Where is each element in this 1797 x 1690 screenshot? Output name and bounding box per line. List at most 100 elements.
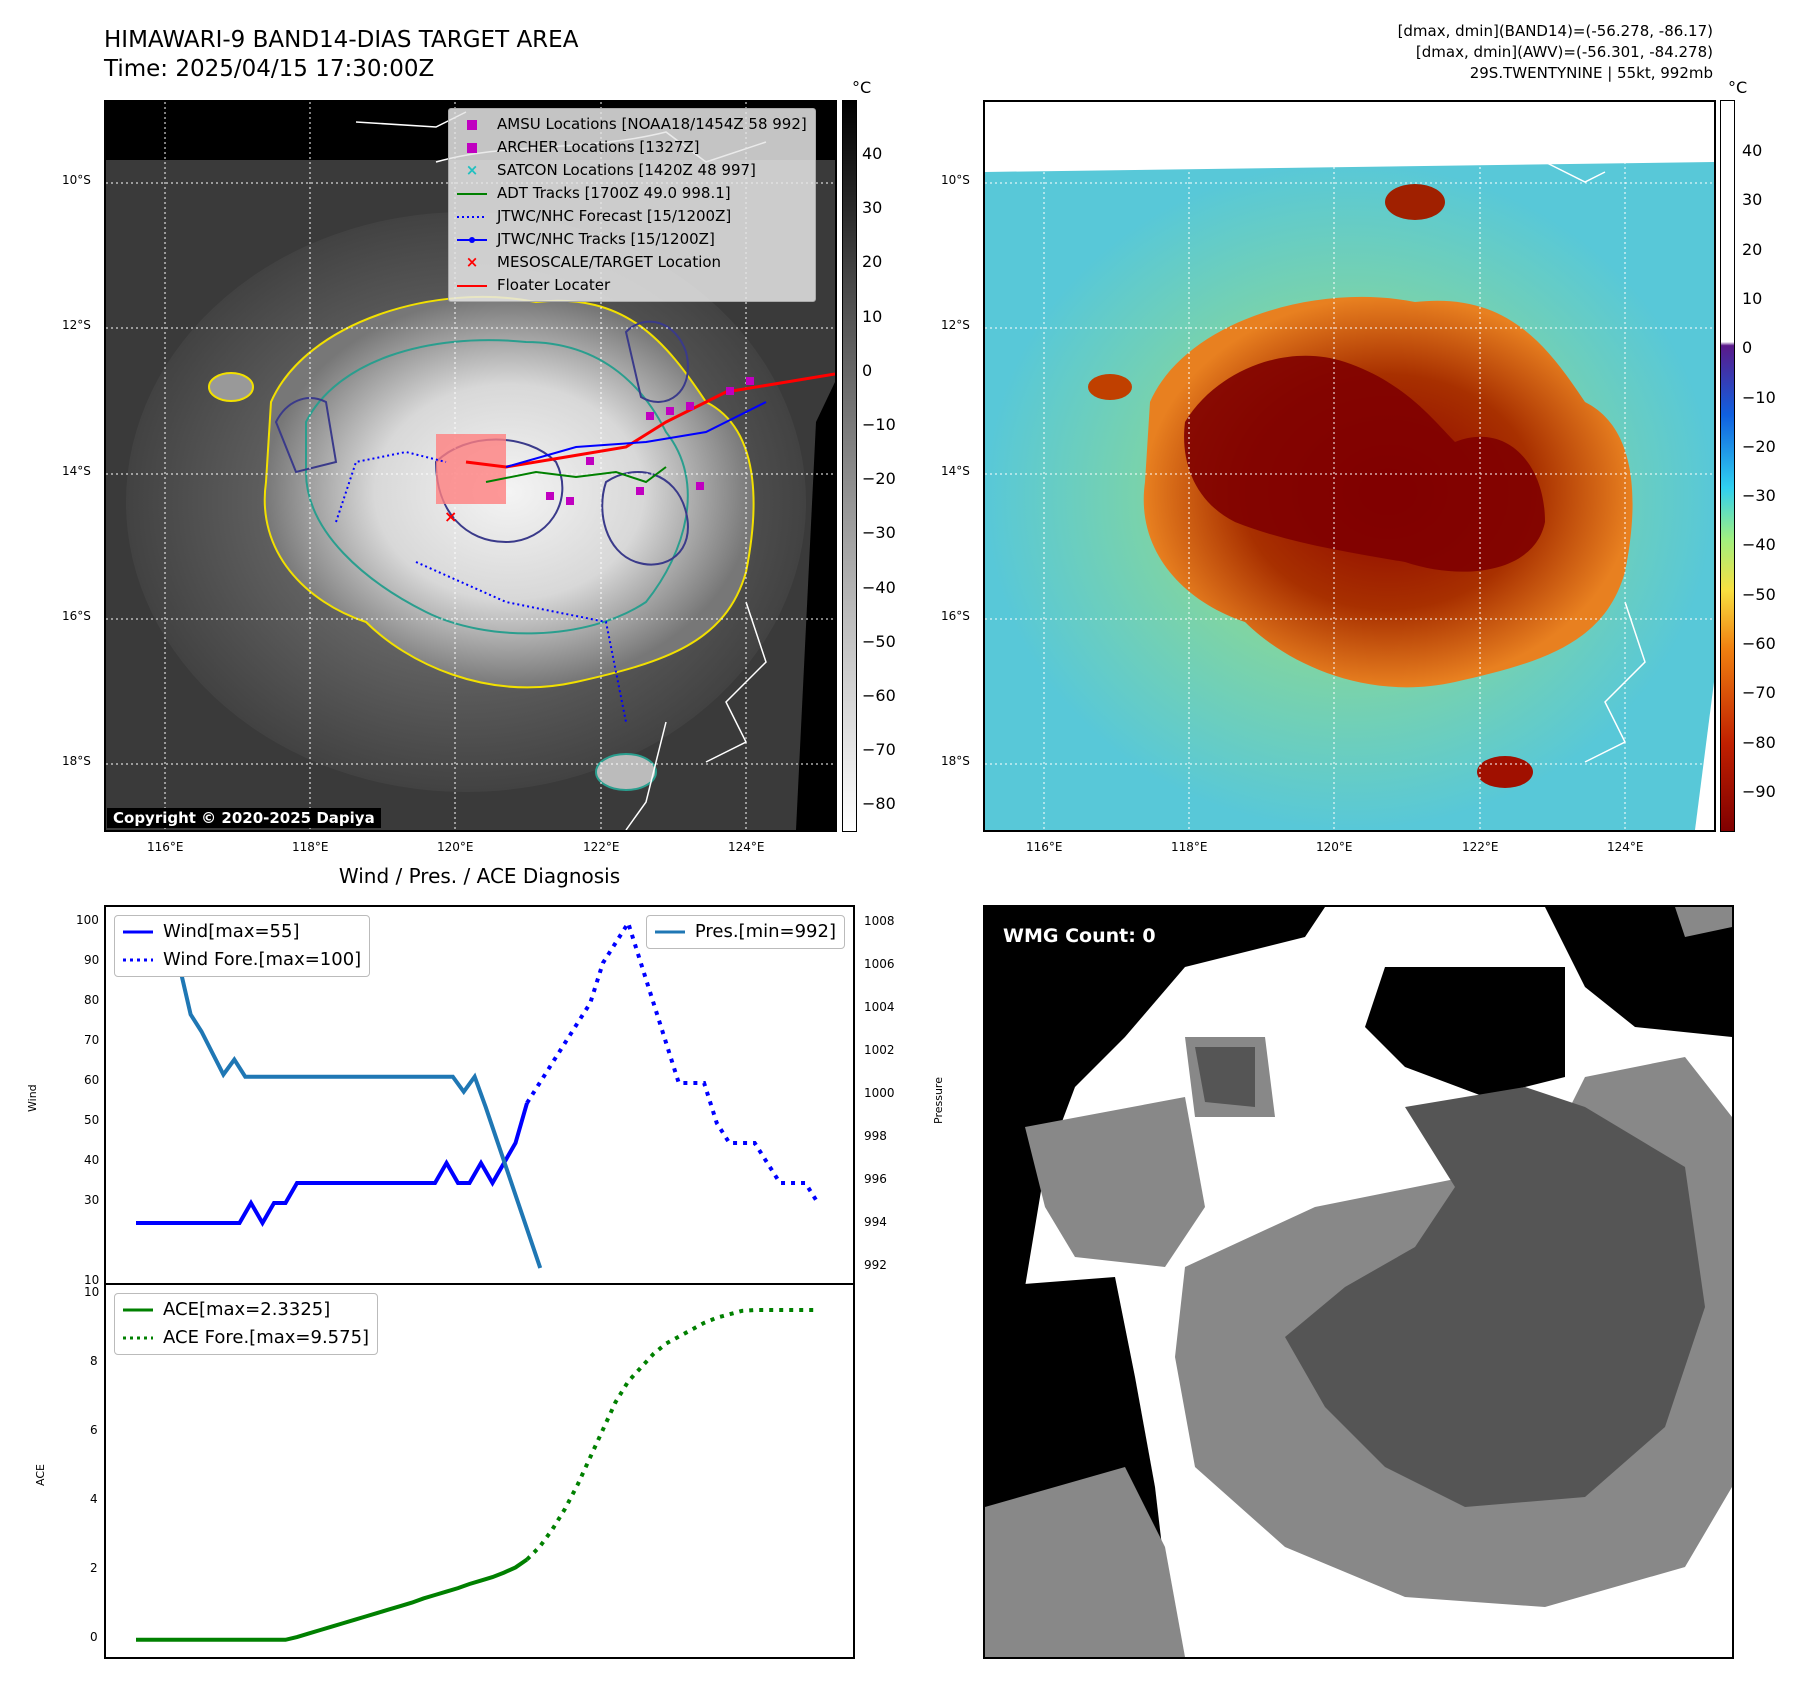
pressure-ytick: 994 — [864, 1214, 887, 1229]
ace-plot — [136, 1307, 818, 1642]
wind-ytick: 70 — [84, 1033, 100, 1047]
legend-label: ACE[max=2.3325] — [163, 1299, 331, 1320]
lon-label: 124°E — [1607, 840, 1644, 854]
lon-label: 122°E — [583, 840, 620, 854]
colorbar-tick-label: −80 — [862, 794, 896, 814]
colorbar-left — [842, 100, 857, 832]
legend-label: MESOSCALE/TARGET Location — [497, 253, 722, 271]
lat-label: 16°S — [62, 609, 91, 623]
legend-entry-adt: ADT Tracks [1700Z 49.0 998.1] — [457, 182, 807, 205]
ir-enhanced-image — [985, 102, 1714, 830]
legend-label: ARCHER Locations [1327Z] — [497, 138, 700, 156]
colorbar-left-unit: °C — [852, 78, 872, 97]
ace-forecast-line — [525, 1307, 818, 1561]
wind-series-line — [136, 1102, 529, 1228]
copyright-label: Copyright © 2020-2025 Dapiya — [107, 808, 381, 828]
pressure-ytick: 1000 — [864, 1086, 895, 1101]
colorbar-tick-label: −70 — [1742, 683, 1776, 703]
lon-label: 116°E — [147, 840, 184, 854]
colorbar-tick-label: −60 — [862, 686, 896, 705]
legend-entry-wind-fore: Wind Fore.[max=100] — [123, 946, 361, 974]
dotted-line-icon — [123, 958, 153, 962]
x-marker-icon: × — [465, 253, 479, 271]
ir-grayscale-image: × — [106, 102, 835, 830]
pressure-ytick: 1006 — [864, 957, 895, 972]
diagnosis-title: Wind / Pres. / ACE Diagnosis — [338, 864, 621, 888]
legend-label: ADT Tracks [1700Z 49.0 998.1] — [497, 184, 731, 202]
square-marker-icon — [457, 119, 487, 130]
lon-label: 124°E — [728, 840, 765, 854]
legend-entry-tracks: JTWC/NHC Tracks [15/1200Z] — [457, 228, 807, 251]
pressure-legend: Pres.[min=992] — [645, 915, 845, 949]
colorbar-tick-label: −50 — [862, 631, 896, 651]
wind-ytick: 50 — [84, 1113, 100, 1127]
ace-ytick: 8 — [90, 1354, 98, 1369]
legend-entry-archer: ARCHER Locations [1327Z] — [457, 136, 807, 159]
line-dot-marker-icon — [457, 236, 487, 244]
legend-entry-ace: ACE[max=2.3325] — [123, 1296, 369, 1324]
lon-label: 118°E — [1171, 840, 1208, 854]
colorbar-tick-label: −50 — [1742, 584, 1776, 604]
wind-ytick: 100 — [76, 913, 99, 927]
colorbar-tick-label: −40 — [1742, 535, 1776, 555]
ace-ytick: 4 — [90, 1492, 98, 1506]
pressure-ytick: 1002 — [864, 1043, 895, 1058]
line-marker-icon — [457, 192, 487, 196]
target-area-box — [436, 434, 506, 504]
pressure-ytick: 992 — [864, 1257, 887, 1272]
wind-legend: Wind[max=55] Wind Fore.[max=100] — [114, 915, 371, 977]
legend-entry-floater: Floater Locater — [457, 274, 807, 297]
ace-ytick: 0 — [90, 1629, 98, 1644]
ace-ytick: 10 — [84, 1285, 100, 1300]
wmg-image — [985, 907, 1732, 1657]
legend-entry-satcon: × SATCON Locations [1420Z 48 997] — [457, 159, 807, 182]
dotted-line-icon — [457, 215, 487, 219]
line-marker-icon — [123, 1308, 153, 1312]
svg-text:×: × — [444, 507, 457, 526]
legend-entry-forecast: JTWC/NHC Forecast [15/1200Z] — [457, 205, 807, 228]
lon-label: 120°E — [437, 840, 474, 854]
pressure-ytick: 998 — [864, 1129, 887, 1144]
map-legend: AMSU Locations [NOAA18/1454Z 58 992] ARC… — [448, 108, 816, 302]
lat-label: 10°S — [62, 173, 91, 187]
info-line3: 29S.TWENTYNINE | 55kt, 992mb — [1469, 64, 1713, 82]
wind-axis-label: Wind — [26, 1084, 39, 1112]
figure-title-line1: HIMAWARI-9 BAND14-DIAS TARGET AREA — [104, 27, 579, 53]
legend-label: ACE Fore.[max=9.575] — [163, 1327, 370, 1348]
lat-label: 18°S — [941, 754, 970, 768]
ir-grayscale-map: × AMSU Locations [NOAA18/1454Z 58 992] A… — [104, 100, 837, 832]
colorbar-tick-label: −90 — [1742, 781, 1776, 801]
legend-label: SATCON Locations [1420Z 48 997] — [497, 161, 756, 179]
info-line2: [dmax, dmin](AWV)=(-56.301, -84.278) — [1415, 43, 1713, 61]
colorbar-tick-label: −10 — [1742, 387, 1776, 407]
colorbar-tick-label: 40 — [1742, 141, 1763, 160]
dotted-line-icon — [123, 1336, 153, 1340]
colorbar-tick-label: −40 — [862, 577, 896, 597]
legend-entry-wind: Wind[max=55] — [123, 918, 361, 946]
pressure-ytick: 1004 — [864, 1000, 895, 1015]
lat-label: 16°S — [941, 609, 970, 623]
figure-title-line2: Time: 2025/04/15 17:30:00Z — [104, 56, 435, 82]
colorbar-tick-label: 20 — [1742, 239, 1763, 259]
wmg-count-label: WMG Count: 0 — [1003, 925, 1156, 947]
lat-label: 12°S — [941, 318, 970, 332]
line-marker-icon — [457, 284, 487, 288]
legend-entry-ace-fore: ACE Fore.[max=9.575] — [123, 1324, 369, 1352]
colorbar-tick-label: −80 — [1742, 732, 1776, 752]
colorbar-tick-label: 10 — [862, 306, 883, 326]
ace-legend: ACE[max=2.3325] ACE Fore.[max=9.575] — [114, 1293, 379, 1355]
colorbar-tick-label: 30 — [862, 198, 883, 218]
pressure-axis-label: Pressure — [932, 1077, 945, 1124]
colorbar-tick-label: −60 — [1742, 634, 1776, 653]
lon-label: 118°E — [292, 840, 329, 854]
colorbar-tick-label: 40 — [862, 144, 883, 163]
colorbar-right-unit: °C — [1728, 78, 1748, 97]
legend-label: JTWC/NHC Tracks [15/1200Z] — [497, 230, 715, 248]
lat-label: 10°S — [941, 173, 970, 187]
colorbar-tick-label: −10 — [862, 415, 896, 434]
line-marker-icon — [123, 930, 153, 934]
wind-ytick: 40 — [84, 1153, 100, 1167]
info-line1: [dmax, dmin](BAND14)=(-56.278, -86.17) — [1397, 22, 1713, 40]
lon-label: 120°E — [1316, 840, 1353, 854]
legend-entry-pres: Pres.[min=992] — [654, 918, 836, 946]
